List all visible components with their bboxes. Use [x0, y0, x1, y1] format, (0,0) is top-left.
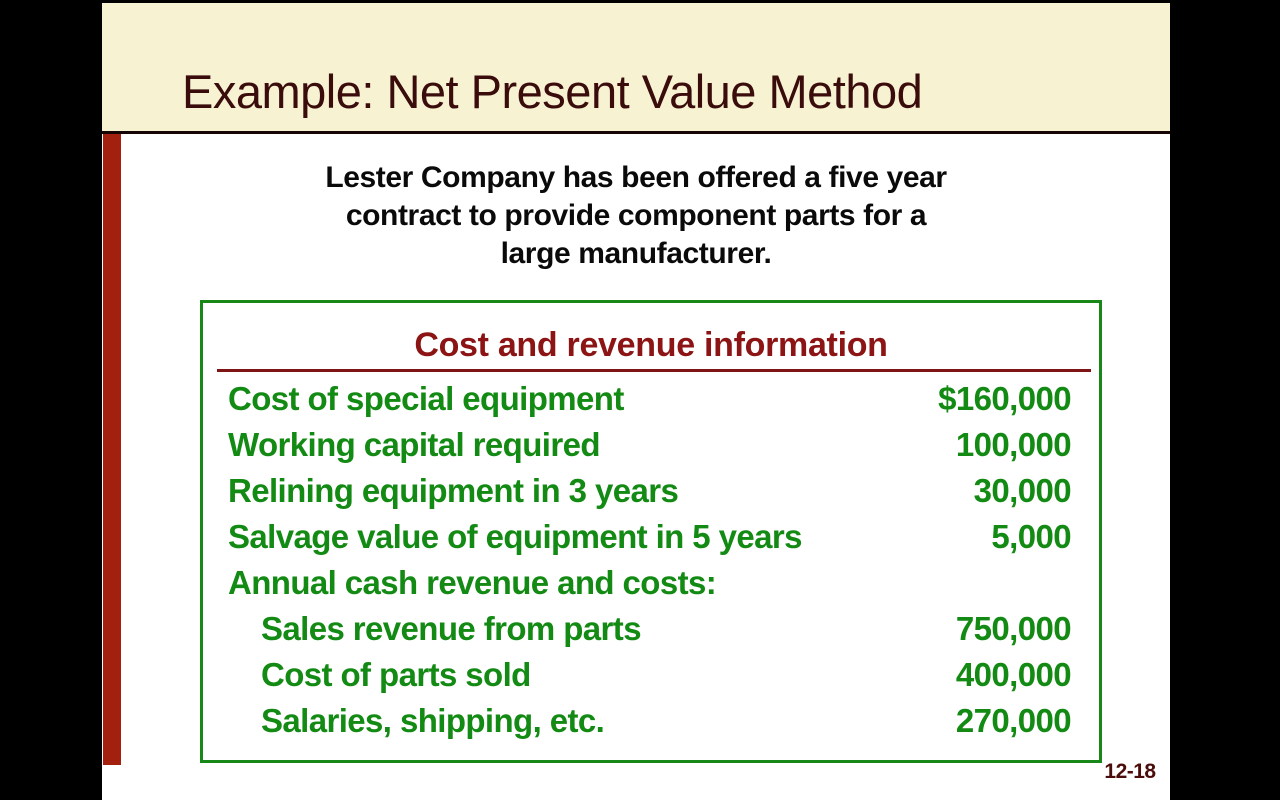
table-title: Cost and revenue information — [414, 326, 888, 364]
row-value: 750,000 — [955, 610, 1072, 647]
title-band: Example: Net Present Value Method — [102, 3, 1170, 134]
row-label: Working capital required — [228, 426, 601, 463]
row-label: Cost of special equipment — [228, 380, 624, 417]
intro-line: contract to provide component parts for … — [345, 199, 927, 232]
table-row: Working capital required 100,000 — [203, 422, 1099, 468]
row-value: 270,000 — [955, 702, 1072, 739]
row-label: Salaries, shipping, etc. — [261, 702, 605, 739]
intro-line: large manufacturer. — [500, 237, 772, 270]
table-row: Cost of parts sold 400,000 — [203, 652, 1099, 698]
table-row: Salvage value of equipment in 5 years 5,… — [203, 514, 1099, 560]
row-label: Sales revenue from parts — [261, 610, 642, 647]
row-value: 30,000 — [973, 472, 1072, 509]
table-row: Salaries, shipping, etc. 270,000 — [203, 698, 1099, 744]
page-number: 12-18 — [1104, 760, 1156, 783]
intro-line: Lester Company has been offered a five y… — [325, 161, 947, 194]
table-title-rule — [217, 369, 1091, 372]
table-row: Sales revenue from parts 750,000 — [203, 606, 1099, 652]
row-label: Salvage value of equipment in 5 years — [228, 518, 802, 555]
row-value: 400,000 — [955, 656, 1072, 693]
table-row: Relining equipment in 3 years 30,000 — [203, 468, 1099, 514]
row-label: Annual cash revenue and costs: — [228, 564, 717, 601]
slide-body: Lester Company has been offered a five y… — [102, 134, 1170, 800]
row-value: 100,000 — [955, 426, 1072, 463]
accent-bar — [103, 134, 121, 765]
row-label: Relining equipment in 3 years — [228, 472, 679, 509]
row-value: 5,000 — [991, 518, 1071, 555]
slide-title: Example: Net Present Value Method — [182, 65, 923, 118]
table-row: Annual cash revenue and costs: — [203, 560, 1099, 606]
row-label: Cost of parts sold — [261, 656, 531, 693]
cost-revenue-table: Cost and revenue information Cost of spe… — [200, 300, 1102, 763]
table-rows: Cost of special equipment $160,000 Worki… — [203, 374, 1099, 744]
row-value: $160,000 — [938, 380, 1071, 417]
intro-text: Lester Company has been offered a five y… — [102, 159, 1170, 273]
table-row: Cost of special equipment $160,000 — [203, 376, 1099, 422]
